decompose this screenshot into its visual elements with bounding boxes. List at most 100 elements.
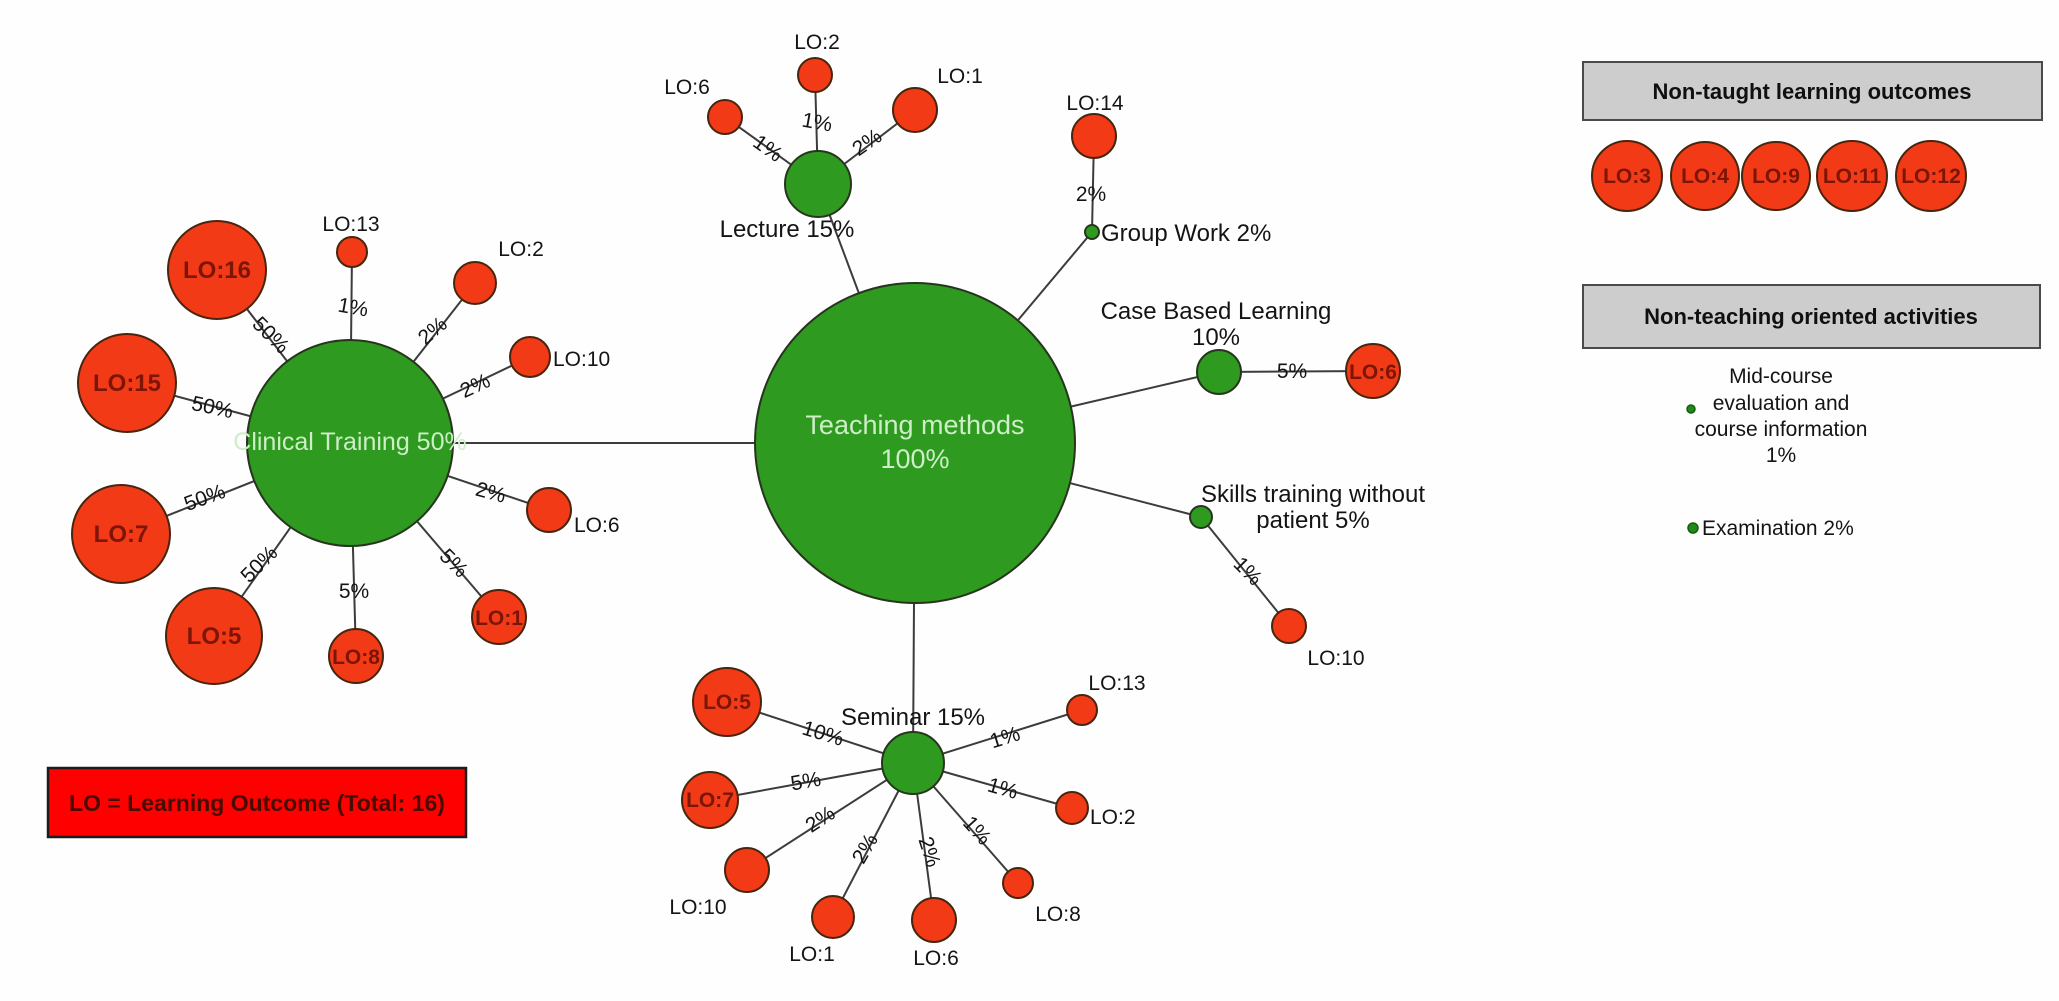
lecture-lo6-node bbox=[707, 99, 743, 135]
seminar-lo13-node bbox=[1066, 694, 1098, 726]
seminar-lo5-node bbox=[692, 667, 762, 737]
lecture-lo6-label: LO:6 bbox=[664, 76, 710, 99]
group-work-node bbox=[1084, 224, 1100, 240]
pct-clinical-lo6: 2% bbox=[473, 478, 508, 508]
seminar-lo5-label: LO:5 bbox=[703, 691, 751, 714]
legend-lo12-label: LO:12 bbox=[1901, 165, 1961, 188]
clinical-lo16-label: LO:16 bbox=[183, 257, 251, 284]
edge-seminar-lo7 bbox=[709, 762, 914, 801]
mid-course-line2: evaluation and bbox=[1713, 392, 1850, 415]
teaching-methods-label-line2: 100% bbox=[880, 444, 949, 474]
pct-seminar-lo6: 2% bbox=[914, 834, 945, 870]
legend-lo4-node bbox=[1670, 141, 1740, 211]
seminar-lo8-node bbox=[1002, 867, 1034, 899]
mid-course-dot bbox=[1686, 404, 1696, 414]
lecture-lo2-label: LO:2 bbox=[794, 31, 840, 54]
pct-seminar-lo2: 1% bbox=[985, 774, 1021, 804]
seminar-lo1-node bbox=[811, 895, 855, 939]
skills-label-line2: patient 5% bbox=[1256, 507, 1369, 534]
method-nodes bbox=[246, 150, 1242, 795]
groupwork-lo14-node bbox=[1071, 113, 1117, 159]
seminar-lo2-label: LO:2 bbox=[1090, 806, 1136, 829]
clinical-lo5-node bbox=[165, 587, 263, 685]
seminar-lo7-node bbox=[681, 771, 739, 829]
lo-note-label: LO = Learning Outcome (Total: 16) bbox=[69, 790, 445, 816]
seminar-lo1-label: LO:1 bbox=[789, 943, 835, 966]
non-teaching-title: Non-teaching oriented activities bbox=[1644, 304, 1978, 329]
case-based-label-line1: Case Based Learning bbox=[1101, 298, 1332, 325]
clinical-lo10-node bbox=[509, 336, 551, 378]
clinical-lo6-label: LO:6 bbox=[574, 514, 620, 537]
clinical-lo15-label: LO:15 bbox=[93, 370, 161, 397]
examination-label: Examination 2% bbox=[1702, 517, 1854, 540]
pct-lecture-lo2: 1% bbox=[800, 109, 834, 137]
clinical-lo5-label: LO:5 bbox=[187, 623, 242, 650]
legend-lo11-label: LO:11 bbox=[1823, 165, 1882, 188]
pct-clinical-lo8: 5% bbox=[339, 580, 369, 603]
pct-clinical-lo15: 50% bbox=[189, 392, 235, 423]
case-based-learning-node bbox=[1196, 349, 1242, 395]
pct-seminar-lo5: 10% bbox=[799, 717, 846, 751]
pct-clinical-lo2: 2% bbox=[414, 312, 452, 349]
skills-training-node bbox=[1189, 505, 1213, 529]
clinical-lo6-node bbox=[526, 487, 572, 533]
examination-dot bbox=[1687, 522, 1699, 534]
seminar-lo8-label: LO:8 bbox=[1035, 903, 1081, 926]
outcome-nodes bbox=[71, 57, 1401, 943]
pct-casebased-lo6: 5% bbox=[1277, 360, 1307, 383]
legend-lo3-node bbox=[1591, 140, 1663, 212]
mid-course-line3: course information bbox=[1695, 418, 1868, 441]
legend-lo3-label: LO:3 bbox=[1603, 165, 1651, 188]
pct-clinical-lo7: 50% bbox=[181, 480, 228, 516]
pct-seminar-lo13: 1% bbox=[987, 722, 1023, 753]
pct-groupwork-lo14: 2% bbox=[1076, 183, 1106, 206]
skills-label-line1: Skills training without bbox=[1201, 481, 1425, 508]
clinical-lo13-label: LO:13 bbox=[322, 213, 379, 236]
group-work-label: Group Work 2% bbox=[1101, 220, 1271, 247]
clinical-lo8-label: LO:8 bbox=[332, 646, 380, 669]
clinical-lo2-node bbox=[453, 261, 497, 305]
lo-note-box bbox=[46, 766, 468, 839]
clinical-lo8-node bbox=[328, 628, 384, 684]
legend-lo9-node bbox=[1741, 141, 1811, 211]
seminar-lo6-label: LO:6 bbox=[913, 947, 959, 970]
case-based-label-line2: 10% bbox=[1192, 324, 1240, 351]
clinical-lo1-label: LO:1 bbox=[475, 607, 523, 630]
lecture-node bbox=[784, 150, 852, 218]
pct-lecture-lo6: 1% bbox=[749, 131, 787, 167]
pct-clinical-lo13: 1% bbox=[336, 294, 370, 322]
edge-seminar-lo10 bbox=[746, 762, 914, 871]
teaching-methods-label-line1: Teaching methods bbox=[805, 410, 1024, 440]
pct-seminar-lo1: 2% bbox=[848, 830, 883, 868]
non-teaching-header-box bbox=[1582, 284, 2041, 349]
outcome-labels: LO:6 LO:2 LO:1 LO:14 LO:6 LO:10 LO:16 LO… bbox=[93, 31, 1397, 970]
clinical-training-label: Clinical Training 50% bbox=[233, 428, 466, 456]
legend-lo11-node bbox=[1816, 140, 1888, 212]
clinical-training-node bbox=[246, 339, 454, 547]
seminar-lo13-label: LO:13 bbox=[1088, 672, 1145, 695]
seminar-lo7-label: LO:7 bbox=[686, 789, 734, 812]
mid-course-line1: Mid-course bbox=[1729, 365, 1833, 388]
seminar-lo10-node bbox=[724, 847, 770, 893]
non-taught-header-box bbox=[1582, 61, 2043, 121]
node-texts: Teaching methods 100% Clinical Training … bbox=[233, 216, 1425, 731]
seminar-label: Seminar 15% bbox=[841, 704, 985, 731]
clinical-lo15-node bbox=[77, 333, 177, 433]
pct-seminar-lo7: 5% bbox=[789, 768, 823, 796]
lecture-label: Lecture 15% bbox=[720, 216, 855, 243]
clinical-lo1-node bbox=[471, 589, 527, 645]
legend-non-taught: Non-taught learning outcomes LO:3 LO:4 L… bbox=[1582, 61, 2043, 212]
pct-clinical-lo1: 5% bbox=[435, 545, 473, 583]
casebased-lo6-label: LO:6 bbox=[1349, 361, 1397, 384]
mid-course-line4: 1% bbox=[1766, 444, 1796, 467]
seminar-lo10-label: LO:10 bbox=[669, 896, 726, 919]
clinical-lo10-label: LO:10 bbox=[553, 348, 610, 371]
legend-lo4-label: LO:4 bbox=[1681, 165, 1729, 188]
seminar-lo6-node bbox=[911, 897, 957, 943]
lecture-lo1-label: LO:1 bbox=[937, 65, 983, 88]
legend-lo9-label: LO:9 bbox=[1752, 165, 1800, 188]
legend-non-teaching: Non-teaching oriented activities Mid-cou… bbox=[1582, 284, 2041, 540]
clinical-lo7-label: LO:7 bbox=[94, 521, 149, 548]
non-taught-title: Non-taught learning outcomes bbox=[1653, 79, 1972, 104]
